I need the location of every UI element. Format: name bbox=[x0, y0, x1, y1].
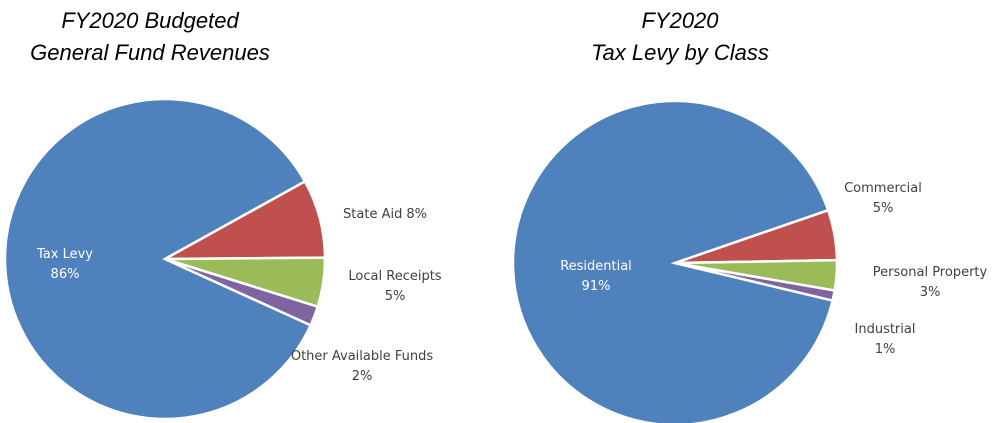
slice-category: Local Receipts bbox=[348, 269, 441, 284]
pie-slice bbox=[511, 99, 835, 423]
chart-title: FY2020 bbox=[641, 8, 719, 33]
slice-value: 5% bbox=[873, 201, 894, 216]
slice-value: 3% bbox=[920, 285, 941, 300]
pie-slice bbox=[164, 257, 320, 327]
slice-category: Other Available Funds bbox=[291, 349, 434, 364]
slice-value: 5% bbox=[385, 289, 406, 304]
pie-slice bbox=[674, 261, 837, 303]
slice-value: 8% bbox=[406, 207, 427, 222]
chart-title: General Fund Revenues bbox=[30, 40, 270, 65]
slice-category: Commercial bbox=[844, 181, 922, 196]
slice-value: 91% bbox=[582, 279, 611, 294]
chart-title: Tax Levy by Class bbox=[591, 40, 769, 65]
slice-value: 86% bbox=[51, 267, 80, 282]
pie-slice bbox=[3, 97, 313, 421]
slice-category: State Aid bbox=[343, 207, 402, 222]
slice-label: Commercial 5% bbox=[844, 181, 922, 216]
slice-label: Tax Levy 86% bbox=[36, 247, 93, 282]
slice-label: Personal Property 3% bbox=[873, 265, 988, 300]
slice-label: Residential 91% bbox=[560, 259, 632, 294]
chart-title: FY2020 Budgeted bbox=[61, 8, 239, 33]
slice-label: Other Available Funds 2% bbox=[291, 349, 434, 384]
slice-label: State Aid 8% bbox=[343, 207, 427, 222]
slice-category: Tax Levy bbox=[36, 247, 93, 262]
slice-label: Local Receipts 5% bbox=[348, 269, 441, 304]
slice-category: Personal Property bbox=[873, 265, 988, 280]
slice-label: Industrial 1% bbox=[855, 322, 916, 357]
slice-category: Residential bbox=[560, 259, 632, 274]
slice-value: 1% bbox=[875, 342, 896, 357]
slice-category: Industrial bbox=[855, 322, 916, 337]
slice-value: 2% bbox=[352, 369, 373, 384]
